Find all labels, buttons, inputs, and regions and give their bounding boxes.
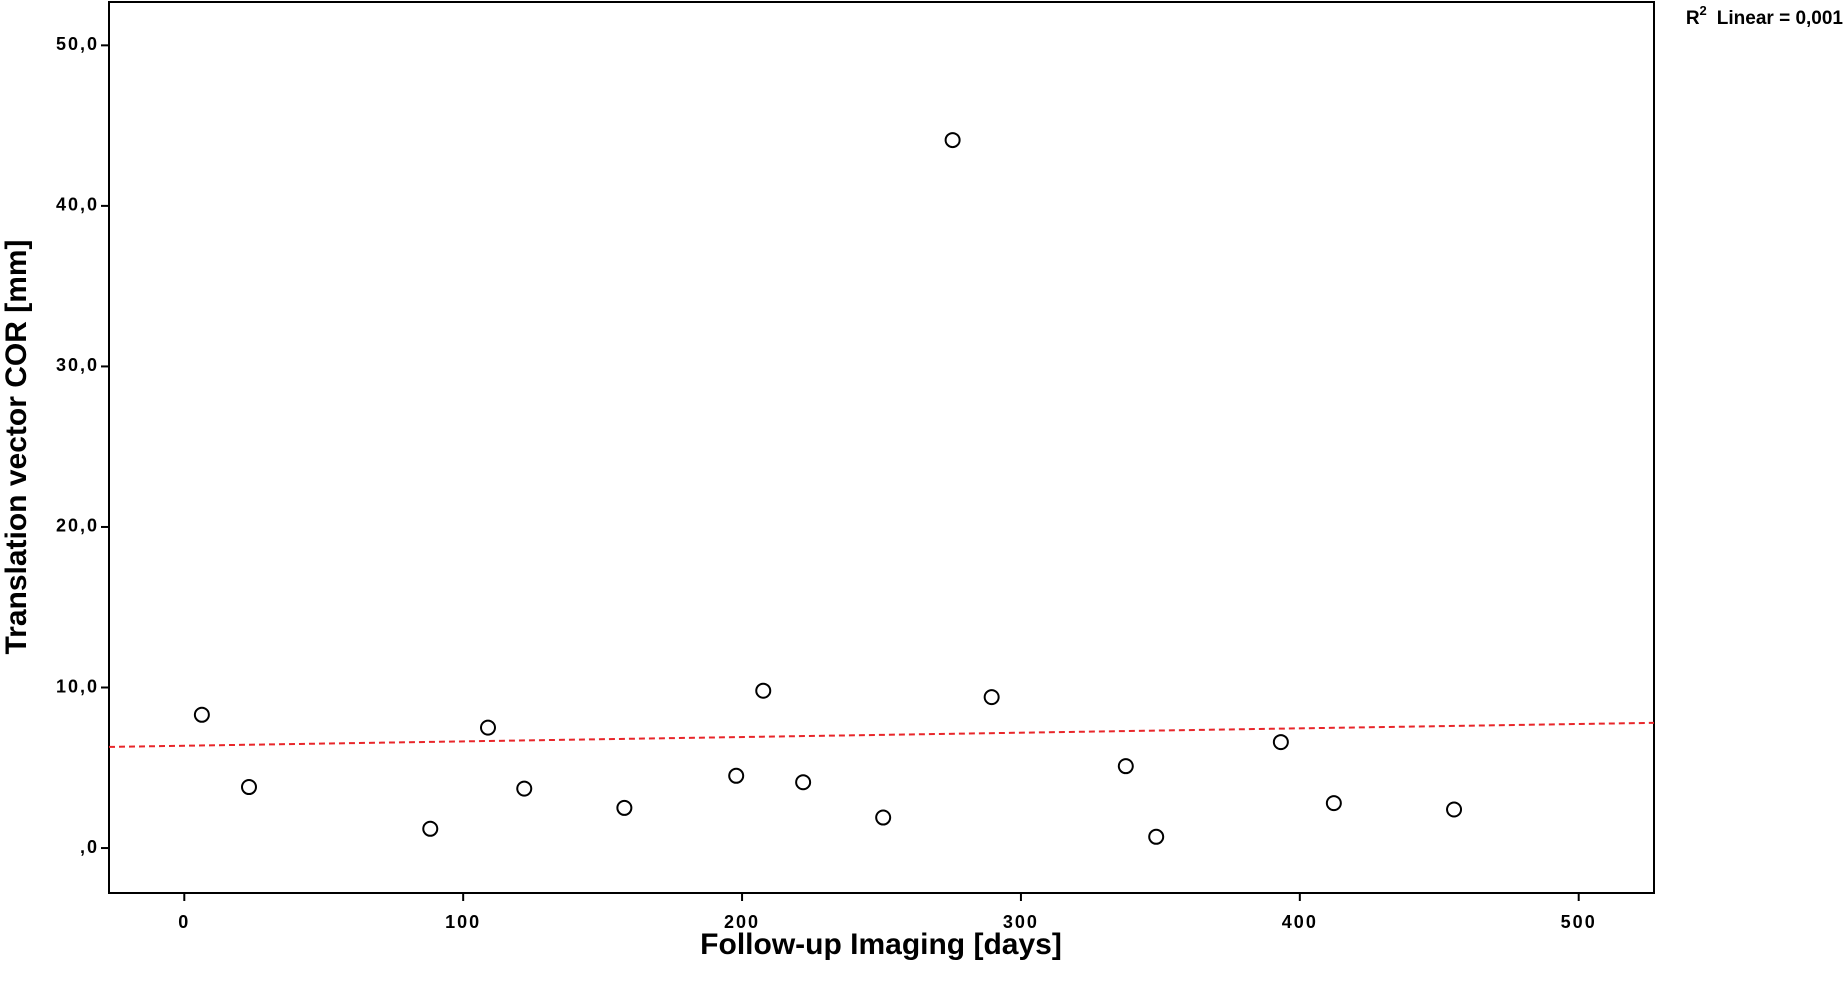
- point: [1117, 758, 1134, 775]
- point: [616, 799, 633, 816]
- x-tick-label: 400: [1282, 912, 1318, 932]
- y-tick-label: 10,0: [56, 676, 99, 696]
- point: [422, 820, 439, 837]
- point: [795, 774, 812, 791]
- point: [944, 132, 961, 149]
- r2-text: Linear = 0,001: [1717, 8, 1844, 29]
- point: [1148, 828, 1165, 845]
- point: [875, 809, 892, 826]
- point: [193, 706, 210, 723]
- point: [516, 780, 533, 797]
- y-tick-label: 40,0: [56, 195, 99, 215]
- point: [728, 767, 745, 784]
- r2-annotation: R2 Linear = 0,001: [1686, 3, 1844, 29]
- x-tick-label: 300: [1003, 912, 1039, 932]
- r2-base: R: [1686, 8, 1700, 29]
- y-axis-title: Translation vector COR [mm]: [0, 239, 33, 654]
- point: [755, 682, 772, 699]
- y-tick-label: 50,0: [56, 34, 99, 54]
- point: [1446, 801, 1463, 818]
- x-tick-label: 200: [724, 912, 760, 932]
- point: [1325, 795, 1342, 812]
- point: [479, 719, 496, 736]
- x-tick-label: 0: [178, 912, 190, 932]
- r2-sup: 2: [1700, 3, 1707, 18]
- y-tick-label: 30,0: [56, 355, 99, 375]
- point: [983, 689, 1000, 706]
- x-axis-title: Follow-up Imaging [days]: [700, 928, 1062, 961]
- plot-frame: [108, 1, 1655, 894]
- x-tick-label: 500: [1561, 912, 1597, 932]
- y-tick-label: 20,0: [56, 516, 99, 536]
- point: [240, 779, 257, 796]
- fit-line: [108, 721, 1655, 748]
- x-tick-label: 100: [445, 912, 481, 932]
- y-tick-label: ,0: [80, 837, 99, 857]
- point: [1272, 734, 1289, 751]
